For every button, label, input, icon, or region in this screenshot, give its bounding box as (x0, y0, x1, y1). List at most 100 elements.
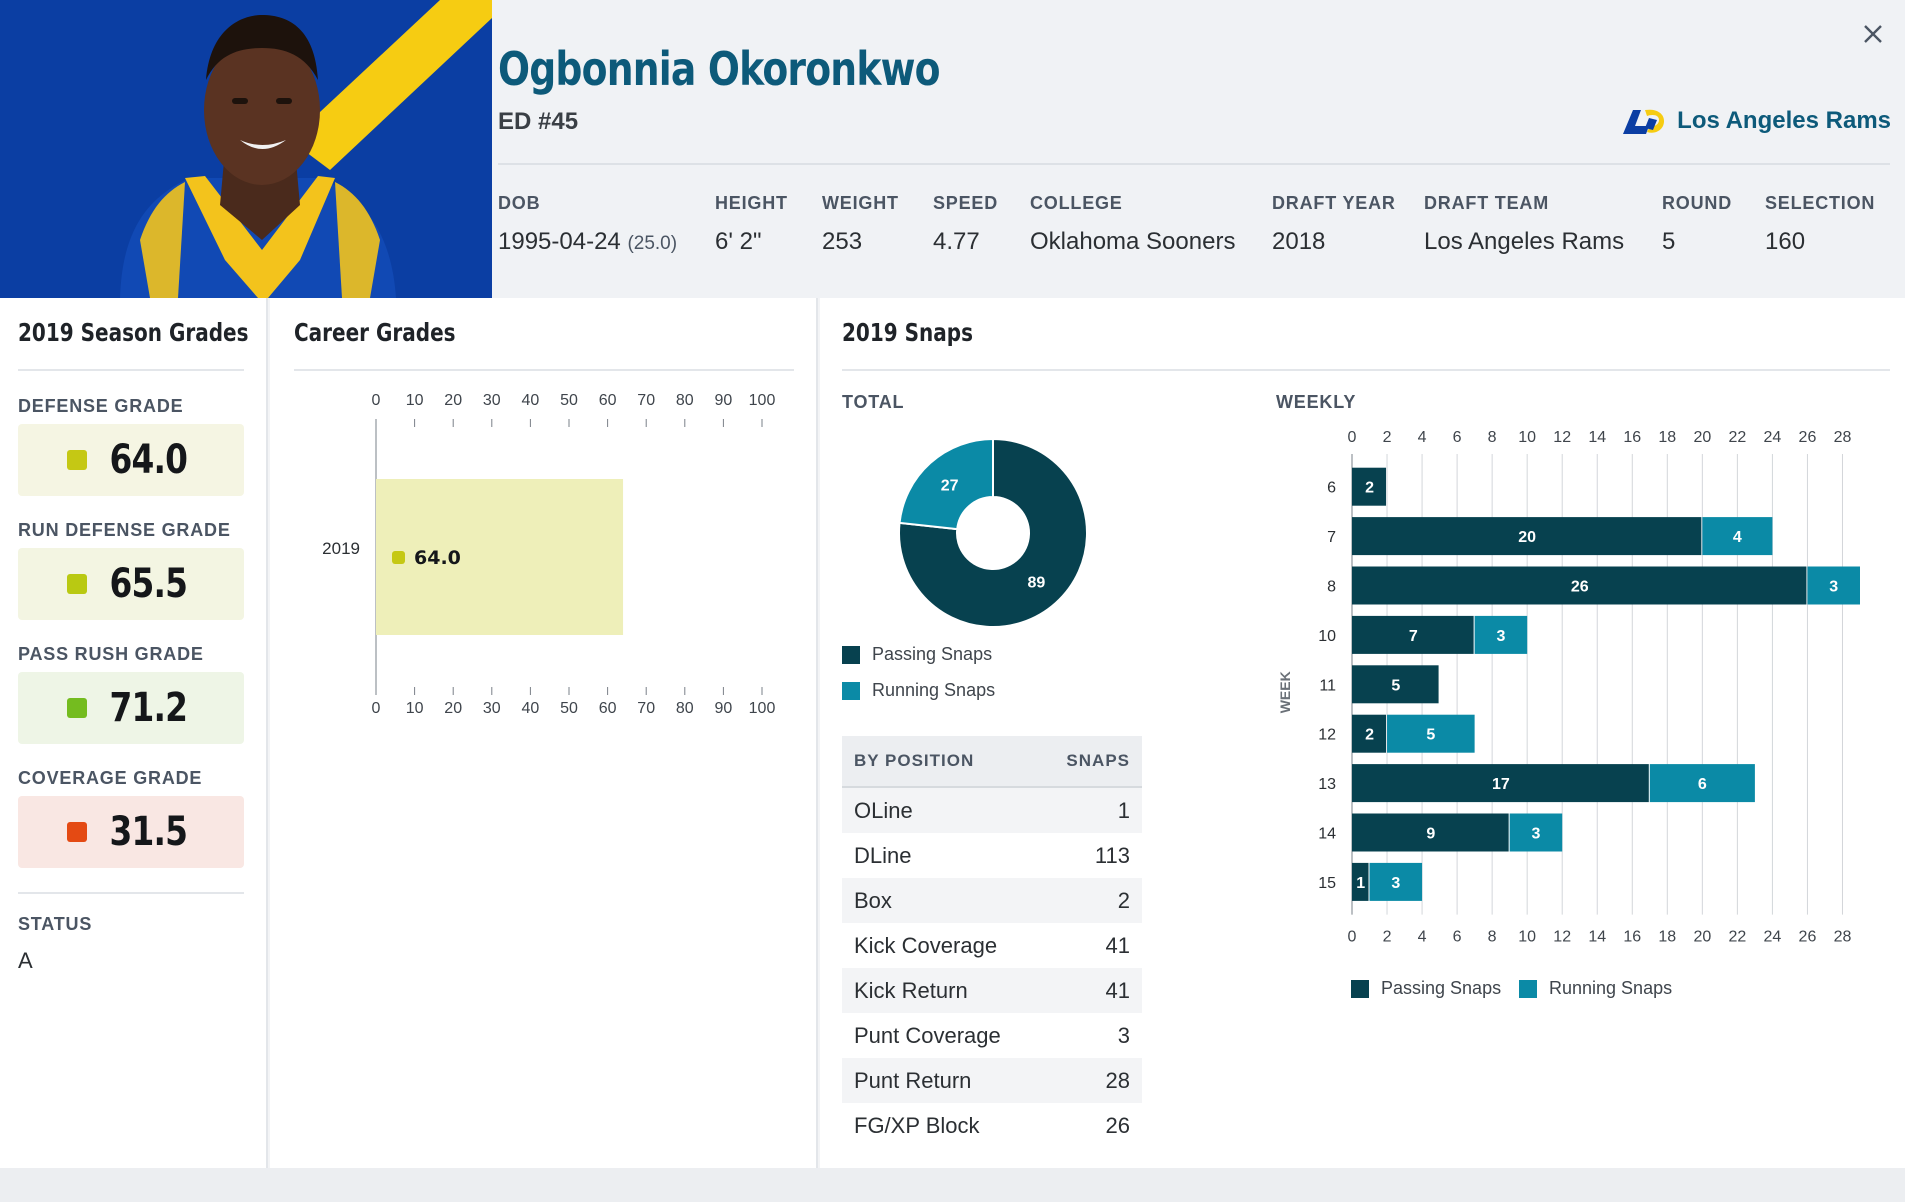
week-label: 15 (1318, 875, 1336, 892)
weekly-bar-segment (1352, 714, 1387, 753)
weekly-bar-segment (1807, 566, 1860, 605)
table-row: Punt Return 28 (842, 1058, 1142, 1103)
x-tick-label-top: 14 (1588, 429, 1606, 446)
grade-color-icon (66, 822, 87, 842)
passing-swatch-icon (1351, 979, 1369, 998)
info-speed: SPEED 4.77 (933, 193, 998, 256)
pass-rush-grade-value: 71.2 (109, 685, 187, 731)
info-label: DRAFT YEAR (1272, 193, 1396, 213)
column-header-position[interactable]: BY POSITION (854, 751, 975, 770)
info-round: ROUND 5 (1662, 193, 1732, 256)
weekly-bar-segment (1649, 764, 1755, 803)
table-row: Box 2 (842, 878, 1142, 923)
x-tick-label-top: 30 (483, 392, 501, 409)
dob-value: 1995-04-24 (498, 228, 621, 255)
weekly-bar-label: 26 (1571, 579, 1589, 596)
x-tick-label-bottom: 28 (1834, 929, 1852, 946)
grade-color-icon (392, 551, 405, 564)
x-tick-label-bottom: 2 (1383, 929, 1392, 946)
x-tick-label-top: 24 (1764, 429, 1782, 446)
weekly-label: WEEKLY (1276, 392, 1357, 412)
x-tick-label-bottom: 26 (1799, 929, 1817, 946)
donut-legend-passing: Passing Snaps (842, 644, 992, 665)
position-snaps: 3 (1117, 1022, 1130, 1048)
info-value: 6' 2" (715, 228, 762, 255)
weekly-bar-label: 17 (1492, 776, 1510, 793)
position-name: OLine (854, 797, 913, 823)
table-row: DLine 113 (842, 833, 1142, 878)
status-label: STATUS (18, 914, 93, 934)
info-draft-team: DRAFT TEAM Los Angeles Rams (1424, 193, 1624, 256)
x-tick-label-bottom: 0 (1348, 929, 1357, 946)
weekly-bar-label: 1 (1356, 875, 1365, 892)
weekly-bar-label: 5 (1426, 727, 1435, 744)
grade-color-icon (66, 450, 87, 470)
weekly-bar-label: 9 (1426, 826, 1435, 843)
x-tick-label-top: 70 (637, 392, 655, 409)
panel-rule (294, 369, 794, 371)
weekly-bar-label: 6 (1698, 776, 1707, 793)
info-label: ROUND (1662, 193, 1732, 213)
x-tick-label-bottom: 0 (372, 700, 381, 717)
x-tick-label-bottom: 6 (1453, 929, 1462, 946)
panel-rule (18, 892, 244, 894)
weekly-bar-segment (1352, 615, 1474, 654)
info-value: Los Angeles Rams (1424, 228, 1625, 255)
info-label: COLLEGE (1030, 193, 1123, 213)
weekly-bar-label: 7 (1409, 628, 1418, 645)
close-icon[interactable] (1857, 18, 1889, 50)
defense-grade-box: 64.0 (18, 424, 244, 496)
weekly-snaps-chart: 0022446688101012121414161618182020222224… (1277, 429, 1860, 946)
info-value: 4.77 (933, 228, 980, 255)
x-tick-label-bottom: 18 (1658, 929, 1676, 946)
weekly-bar-segment (1352, 764, 1649, 803)
footer-strip (0, 1168, 1905, 1202)
table-row: FG/XP Block 26 (842, 1103, 1142, 1148)
column-header-snaps[interactable]: SNAPS (1066, 751, 1130, 770)
x-tick-label-top: 40 (522, 392, 540, 409)
rams-logo-icon (1623, 109, 1665, 134)
x-tick-label-bottom: 90 (715, 700, 733, 717)
week-label: 13 (1318, 776, 1336, 793)
age-value: (25.0) (627, 233, 678, 254)
run-defense-grade-label: RUN DEFENSE GRADE (18, 520, 231, 540)
info-label: HEIGHT (715, 193, 788, 213)
team-name: Los Angeles Rams (1677, 107, 1891, 134)
week-label: 11 (1319, 677, 1336, 694)
career-grades-panel (270, 298, 818, 1168)
info-college: COLLEGE Oklahoma Sooners (1030, 193, 1235, 256)
x-tick-label-top: 26 (1799, 429, 1817, 446)
panel-rule (842, 369, 1890, 371)
info-label: SELECTION (1765, 193, 1876, 213)
player-photo (0, 0, 492, 298)
donut-slice-label: 89 (1028, 574, 1046, 591)
player-name: Ogbonnia Okoronkwo (498, 42, 941, 96)
position-snaps: 41 (1105, 932, 1130, 958)
position-snaps: 41 (1105, 977, 1130, 1003)
player-position: ED #45 (498, 108, 579, 135)
x-tick-label-bottom: 22 (1728, 929, 1746, 946)
x-tick-label-top: 0 (372, 392, 381, 409)
info-draft-year: DRAFT YEAR 2018 (1272, 193, 1396, 256)
player-header: Ogbonnia Okoronkwo ED #45 Los Angeles Ra… (0, 0, 1905, 298)
x-tick-label-bottom: 70 (637, 700, 655, 717)
info-value: 253 (822, 228, 863, 255)
x-tick-label-bottom: 10 (406, 700, 424, 717)
team-link[interactable]: Los Angeles Rams (1619, 104, 1891, 138)
career-grades-title: Career Grades (294, 318, 456, 347)
x-tick-label-top: 16 (1623, 429, 1641, 446)
x-tick-label-top: 2 (1383, 429, 1392, 446)
position-snaps: 26 (1105, 1112, 1130, 1138)
passing-swatch-icon (842, 645, 860, 664)
weekly-bar-segment (1352, 467, 1387, 506)
info-height: HEIGHT 6' 2" (715, 193, 788, 256)
running-swatch-icon (1519, 979, 1537, 998)
status-value: A (18, 948, 33, 973)
position-name: Kick Return (854, 977, 968, 1003)
x-tick-label-top: 18 (1658, 429, 1676, 446)
position-snaps: 2 (1117, 887, 1130, 913)
x-tick-label-bottom: 4 (1418, 929, 1427, 946)
info-label: WEIGHT (822, 193, 899, 213)
weekly-bar-label: 3 (1829, 579, 1838, 596)
weekly-bar-label: 3 (1531, 826, 1540, 843)
